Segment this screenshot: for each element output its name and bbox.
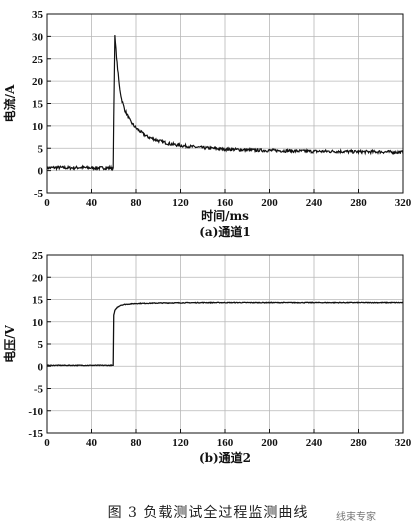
y-axis-label-bottom: 电压/V xyxy=(2,324,17,362)
y-tick-label: 20 xyxy=(32,272,44,284)
y-tick-label: 20 xyxy=(32,76,44,88)
x-tick-label: 200 xyxy=(261,197,278,209)
series-line-channel-1 xyxy=(46,35,404,172)
x-tick-label: 280 xyxy=(350,197,367,209)
watermark-text: 线束专家 xyxy=(336,512,376,523)
y-axis-label-top: 电流/A xyxy=(2,84,17,122)
y-tick-label: -10 xyxy=(28,406,43,418)
x-tick-label: 80 xyxy=(131,437,143,449)
x-tick-label: 160 xyxy=(217,437,234,449)
x-tick-label: 40 xyxy=(86,197,98,209)
x-tick-label: 200 xyxy=(261,437,278,449)
y-tick-label: 15 xyxy=(32,99,44,111)
y-tick-label: 10 xyxy=(32,317,44,329)
x-tick-label: 40 xyxy=(86,437,98,449)
x-tick-label: 280 xyxy=(350,437,367,449)
y-tick-label: 5 xyxy=(38,339,44,351)
chart-channel-2: -15 -10 -5 0 5 10 15 20 25 0 40 80 120 160 200 240 280 3… xyxy=(2,250,412,465)
y-tick-label: -15 xyxy=(28,428,43,440)
x-tick-label: 240 xyxy=(306,437,323,449)
x-tick-label: 320 xyxy=(395,197,412,209)
y-tick-label: 35 xyxy=(32,9,44,21)
y-tick-label: -5 xyxy=(34,188,44,200)
x-ticks-top: 0 40 80 120 160 200 240 280 320 xyxy=(44,189,412,209)
subplot-label-a: (a)通道1 xyxy=(199,224,250,239)
x-tick-label: 240 xyxy=(306,197,323,209)
x-tick-label: 0 xyxy=(44,197,50,209)
series-line-channel-2 xyxy=(46,301,404,367)
subplot-label-b: (b)通道2 xyxy=(199,450,251,465)
y-tick-label: 10 xyxy=(32,121,44,133)
grid-bottom xyxy=(47,255,403,433)
x-tick-label: 160 xyxy=(217,197,234,209)
y-tick-label: 15 xyxy=(32,295,44,307)
x-tick-label: 320 xyxy=(395,437,412,449)
y-tick-label: 5 xyxy=(38,143,44,155)
grid-top xyxy=(47,14,403,193)
y-tick-label: 0 xyxy=(38,361,44,373)
y-tick-label: -5 xyxy=(34,384,44,396)
figure-caption: 图 3 负载测试全过程监测曲线 xyxy=(107,505,309,521)
y-ticks-top: -5 0 5 10 15 20 25 30 35 xyxy=(32,9,51,200)
x-tick-label: 80 xyxy=(131,197,143,209)
y-tick-label: 25 xyxy=(32,250,44,262)
x-tick-label: 120 xyxy=(172,437,189,449)
x-ticks-bottom: 0 40 80 120 160 200 240 280 320 xyxy=(44,429,412,449)
x-axis-label-top: 时间/ms xyxy=(201,208,249,223)
y-tick-label: 25 xyxy=(32,54,44,66)
x-tick-label: 0 xyxy=(44,437,50,449)
y-tick-label: 30 xyxy=(32,31,44,43)
y-tick-label: 0 xyxy=(38,166,44,178)
y-ticks-bottom: -15 -10 -5 0 5 10 15 20 25 xyxy=(28,250,51,440)
x-tick-label: 120 xyxy=(172,197,189,209)
